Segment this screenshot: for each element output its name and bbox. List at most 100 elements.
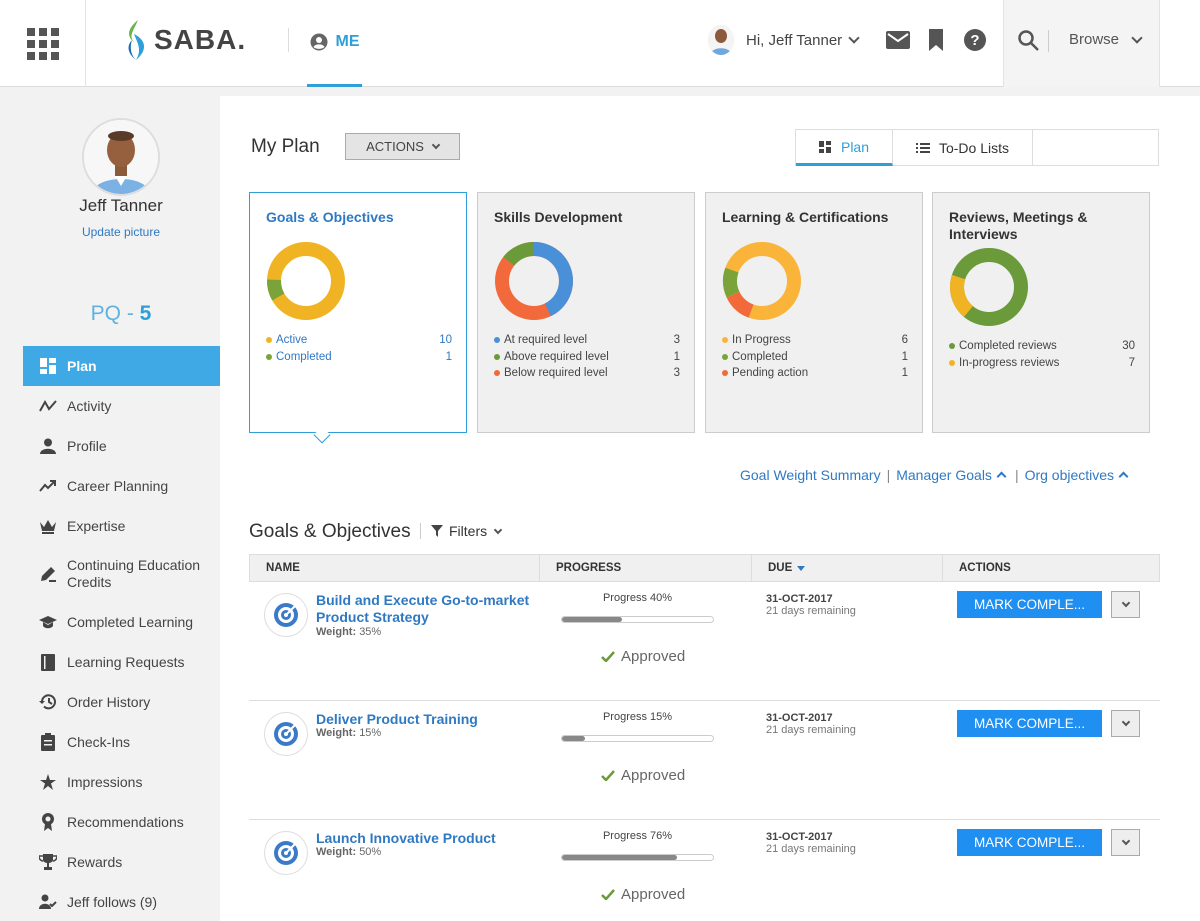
search-icon[interactable] <box>1018 30 1039 51</box>
manager-goals-link[interactable]: Manager Goals <box>896 467 1007 483</box>
mark-complete-button[interactable]: MARK COMPLE... <box>957 829 1102 856</box>
sidebar-item-label: Jeff follows (9) <box>67 894 157 910</box>
user-circle-icon <box>310 33 327 51</box>
sidebar-item-jeff-follows[interactable]: Jeff follows (9) <box>23 882 220 921</box>
history-icon <box>39 693 57 711</box>
row-actions-dropdown[interactable] <box>1111 710 1140 737</box>
due-remaining: 21 days remaining <box>766 724 856 736</box>
sidebar-item-check-ins[interactable]: Check-Ins <box>23 722 220 762</box>
sidebar-item-expertise[interactable]: Expertise <box>23 506 220 546</box>
ribbon-icon <box>39 813 57 831</box>
card-goals-objectives[interactable]: Goals & Objectives Active 10 Completed 1 <box>249 192 467 433</box>
mark-complete-button[interactable]: MARK COMPLE... <box>957 710 1102 737</box>
bookmark-icon[interactable] <box>928 29 944 51</box>
filters-dropdown[interactable]: Filters <box>420 523 503 539</box>
card-title: Reviews, Meetings & Interviews <box>949 209 1088 242</box>
progress-fill <box>562 855 677 860</box>
link-separator: | <box>886 467 891 483</box>
person-icon <box>39 437 57 455</box>
saba-logo[interactable]: SABA. <box>124 18 246 62</box>
logo-text: SABA. <box>154 24 247 55</box>
legend-row: Active 10 <box>266 332 452 349</box>
donut-skills <box>495 242 573 320</box>
goal-weight-summary-link[interactable]: Goal Weight Summary <box>740 467 881 483</box>
tab-to-do-lists[interactable]: To-Do Lists <box>893 130 1033 166</box>
sidebar-item-activity[interactable]: Activity <box>23 386 220 426</box>
me-tab[interactable]: ME <box>307 0 362 87</box>
sidebar-item-impressions[interactable]: Impressions <box>23 762 220 802</box>
goal-name-link[interactable]: Build and Execute Go-to-market Product S… <box>316 592 530 625</box>
top-bar: SABA. ME Hi, Jeff Tanner ? <box>0 0 1200 87</box>
legend-dot <box>494 337 500 344</box>
legend-label: Pending action <box>732 367 809 380</box>
sort-desc-icon <box>797 565 806 571</box>
donut-goals <box>267 242 345 321</box>
sidebar-item-label: Career Planning <box>67 478 169 494</box>
sidebar-item-label: Recommendations <box>67 814 184 830</box>
org-objectives-label: Org objectives <box>1024 467 1115 483</box>
sidebar-item-learning-requests[interactable]: Learning Requests <box>23 642 220 682</box>
org-objectives-link[interactable]: Org objectives <box>1024 467 1129 483</box>
nav-divider <box>288 28 289 52</box>
chevron-down-icon <box>1121 598 1130 608</box>
actions-button[interactable]: ACTIONS <box>345 133 460 160</box>
row-actions-dropdown[interactable] <box>1111 591 1140 618</box>
mail-icon[interactable] <box>886 31 910 49</box>
sidebar-item-continuing-education-credits[interactable]: Continuing Education Credits <box>23 546 220 602</box>
grid-icon <box>818 140 831 153</box>
browse-dropdown[interactable]: Browse <box>1069 31 1143 48</box>
mark-complete-button[interactable]: MARK COMPLE... <box>957 591 1102 618</box>
legend-label: Above required level <box>504 350 609 363</box>
legend-dot <box>494 353 500 360</box>
graduation-cap-icon <box>39 613 57 631</box>
column-header-progress[interactable]: PROGRESS <box>540 555 752 581</box>
due-date: 31-OCT-2017 <box>766 712 833 724</box>
table-row: Build and Execute Go-to-market Product S… <box>249 582 1160 701</box>
legend-label: In Progress <box>732 334 791 347</box>
legend-dot <box>722 337 728 344</box>
target-icon <box>264 831 308 875</box>
row-actions-dropdown[interactable] <box>1111 829 1140 856</box>
legend-label: Completed <box>732 350 788 363</box>
target-icon <box>264 593 308 637</box>
sidebar-item-completed-learning[interactable]: Completed Learning <box>23 602 220 642</box>
trend-icon <box>39 477 57 495</box>
column-header-name[interactable]: NAME <box>250 555 540 581</box>
main-content: My Plan ACTIONS Plan To-Do Lists Goals &… <box>220 96 1200 921</box>
pq-value: 5 <box>139 302 152 325</box>
due-remaining: 21 days remaining <box>766 843 856 855</box>
card-learning-certifications[interactable]: Learning & Certifications In Progress 6 C… <box>705 192 923 433</box>
sidebar-item-recommendations[interactable]: Recommendations <box>23 802 220 842</box>
goal-name-link[interactable]: Launch Innovative Product <box>316 830 496 846</box>
legend-row: Completed 1 <box>266 349 452 366</box>
sidebar-item-plan[interactable]: Plan <box>23 346 220 386</box>
target-icon <box>264 712 308 756</box>
legend-label: In-progress reviews <box>959 356 1060 369</box>
card-title: Goals & Objectives <box>266 209 394 225</box>
sidebar-item-rewards[interactable]: Rewards <box>23 842 220 882</box>
chevron-up-icon <box>996 471 1007 482</box>
goal-weight: Weight: 35% <box>316 626 381 638</box>
legend-value: 3 <box>673 334 680 347</box>
column-header-due[interactable]: DUE <box>752 555 943 581</box>
due-remaining: 21 days remaining <box>766 605 856 617</box>
sidebar-item-profile[interactable]: Profile <box>23 426 220 466</box>
user-menu[interactable]: Hi, Jeff Tanner <box>708 24 860 56</box>
table-row: Launch Innovative Product Weight: 50% Pr… <box>249 820 1160 921</box>
tab-plan[interactable]: Plan <box>796 130 893 166</box>
weight-label: Weight: <box>316 626 357 638</box>
sidebar-item-order-history[interactable]: Order History <box>23 682 220 722</box>
link-separator: | <box>1014 467 1019 483</box>
apps-menu-button[interactable] <box>0 0 86 87</box>
progress-text: Progress 15% <box>602 711 673 723</box>
view-tabs: Plan To-Do Lists <box>795 129 1159 166</box>
update-picture-link[interactable]: Update picture <box>81 225 161 239</box>
sidebar-item-career-planning[interactable]: Career Planning <box>23 466 220 506</box>
goal-name-link[interactable]: Deliver Product Training <box>316 711 478 727</box>
legend-row: At required level 3 <box>494 332 680 349</box>
card-skills-development[interactable]: Skills Development At required level 3 Ab… <box>477 192 695 433</box>
help-icon[interactable]: ? <box>964 29 986 51</box>
card-reviews-meetings-interviews[interactable]: Reviews, Meetings & Interviews Completed… <box>932 192 1150 433</box>
profile-photo[interactable] <box>82 118 160 196</box>
side-menu: Plan Activity Profile Career Planning Ex… <box>23 346 220 921</box>
